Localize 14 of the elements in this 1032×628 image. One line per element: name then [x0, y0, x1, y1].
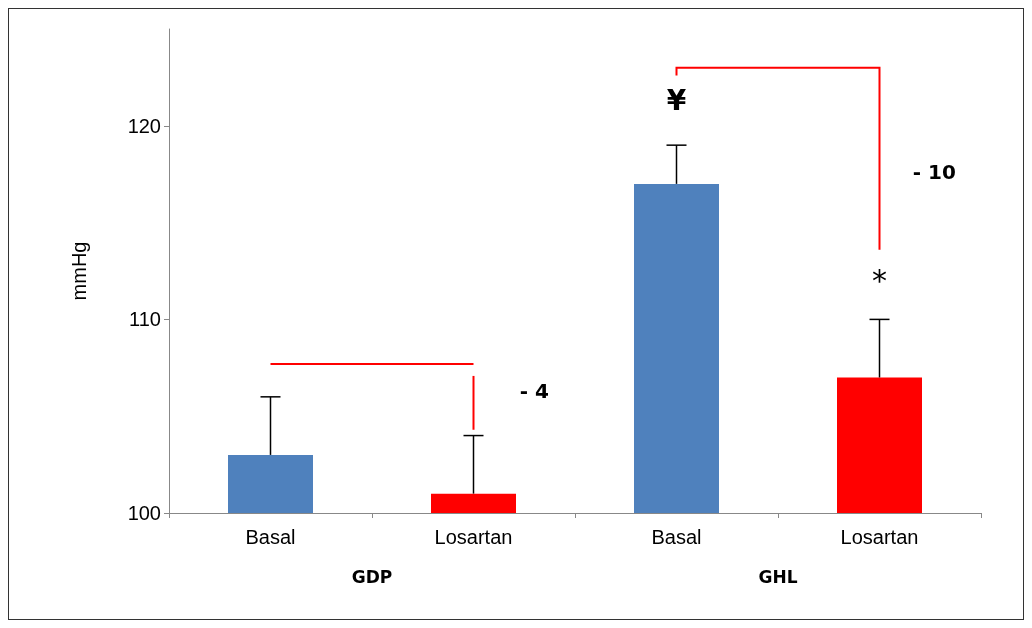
annotation: * — [872, 263, 887, 299]
text: GHL — [758, 567, 798, 587]
annotation: - 10 — [912, 160, 956, 185]
annotation: ¥ — [666, 84, 687, 118]
annotation: - 4 — [519, 379, 549, 404]
text: GDP — [351, 567, 393, 587]
x-tick-label: Basal — [245, 526, 296, 548]
y-tick-label: 120 — [127, 114, 161, 137]
y-tick-label: 110 — [129, 308, 161, 331]
x-tick-label: Basal — [651, 526, 702, 548]
y-tick-label: 100 — [127, 502, 161, 524]
x-tick-label: Losartan — [434, 526, 513, 548]
x-tick-label: Losartan — [840, 526, 919, 548]
y-axis-title: mmHg — [68, 241, 90, 301]
